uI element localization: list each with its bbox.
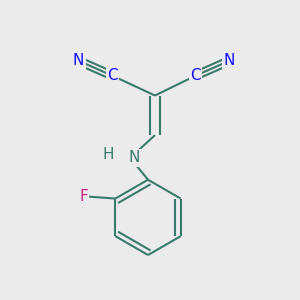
Text: N: N <box>128 150 140 165</box>
Text: F: F <box>79 189 88 204</box>
Text: H: H <box>103 148 114 163</box>
Text: N: N <box>224 53 235 68</box>
Text: N: N <box>73 53 84 68</box>
Text: C: C <box>107 68 118 83</box>
Text: C: C <box>190 68 201 83</box>
